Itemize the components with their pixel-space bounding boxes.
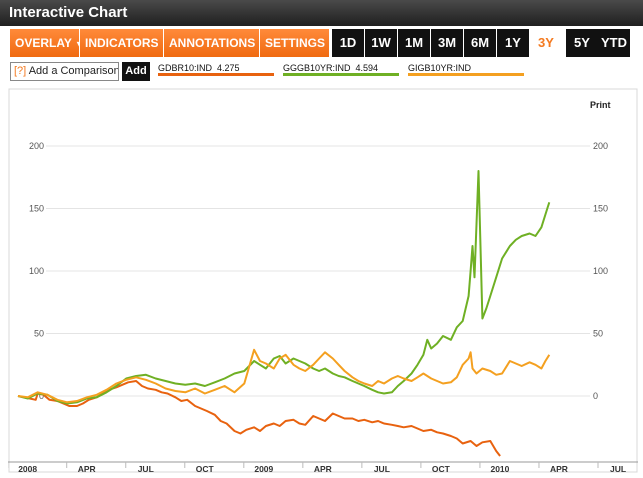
y-tick-label-right: 200: [593, 141, 608, 151]
overlay-menu-button[interactable]: OVERLAY▼: [10, 29, 84, 57]
legend-ticker: GGGB10YR:IND: [283, 63, 351, 73]
y-tick-label-right: 100: [593, 266, 608, 276]
add-comparison-label: Add a Comparison: [28, 65, 119, 77]
add-button[interactable]: Add: [122, 62, 150, 81]
range-button-ytd[interactable]: YTD: [598, 29, 630, 57]
series-line-gggb10yr: [17, 170, 551, 405]
legend-swatch-gggb10yr: [283, 73, 399, 76]
legend-ticker: GDBR10:IND: [158, 63, 213, 73]
help-icon[interactable]: [?]: [14, 65, 27, 77]
legend-swatch-gdbr10: [158, 73, 274, 76]
x-tick-label: JUL: [610, 464, 626, 473]
range-button-6m[interactable]: 6M: [464, 29, 496, 57]
x-tick-label: JUL: [138, 464, 154, 473]
range-button-5y[interactable]: 5Y: [566, 29, 598, 57]
settings-menu-button[interactable]: SETTINGS▼: [260, 29, 337, 57]
y-tick-label-left: 200: [29, 141, 44, 151]
series-line-gdbr10: [17, 380, 501, 457]
range-button-1y[interactable]: 1Y: [497, 29, 529, 57]
x-tick-label: APR: [78, 464, 96, 473]
window-title: Interactive Chart: [0, 0, 643, 26]
legend-entry-gigb10yr[interactable]: GIGB10YR:IND: [408, 63, 471, 73]
x-tick-label: APR: [550, 464, 568, 473]
range-button-1d[interactable]: 1D: [332, 29, 364, 57]
add-comparison-input[interactable]: [?] Add a Comparison: [10, 62, 119, 81]
overlay-menu-label: OVERLAY: [15, 36, 72, 50]
x-tick-label: OCT: [196, 464, 215, 473]
legend-value: 4.275: [217, 63, 240, 73]
series-line-gigb10yr: [17, 348, 551, 404]
comparison-row: [?] Add a Comparison Add GDBR10:IND 4.275…: [0, 60, 643, 84]
indicators-menu-button[interactable]: INDICATORS▼: [80, 29, 170, 57]
legend-ticker: GIGB10YR:IND: [408, 63, 472, 73]
legend-swatch-gigb10yr: [408, 73, 524, 76]
legend-entry-gdbr10[interactable]: GDBR10:IND 4.275: [158, 63, 240, 73]
legend-value: 4.594: [355, 63, 379, 73]
annotations-menu-label: ANNOTATIONS: [169, 36, 256, 50]
x-tick-label: APR: [314, 464, 332, 473]
chart-toolbar: OVERLAY▼ INDICATORS▼ ANNOTATIONS▼ SETTIN…: [0, 28, 643, 58]
range-button-3m[interactable]: 3M: [431, 29, 463, 57]
y-tick-label-left: 150: [29, 204, 44, 214]
legend-entry-gggb10yr[interactable]: GGGB10YR:IND 4.594: [283, 63, 378, 73]
y-tick-label-left: 0: [39, 391, 44, 401]
indicators-menu-label: INDICATORS: [85, 36, 159, 50]
y-tick-label-right: 150: [593, 204, 608, 214]
settings-menu-label: SETTINGS: [265, 36, 326, 50]
y-tick-label-right: 0: [593, 391, 598, 401]
y-tick-label-left: 50: [34, 329, 44, 339]
print-link[interactable]: Print: [590, 100, 611, 110]
x-tick-label: 2008: [18, 464, 37, 473]
annotations-menu-button[interactable]: ANNOTATIONS▼: [164, 29, 267, 57]
plot-border: [8, 88, 638, 473]
x-tick-label: OCT: [432, 464, 451, 473]
y-tick-label-right: 50: [593, 329, 603, 339]
chevron-down-icon: ▼: [75, 39, 84, 49]
chart-area: 0 0 50 50 100 100 150 150 200 200 2008 APR JUL OCT 200…: [7, 88, 638, 474]
x-tick-label: JUL: [374, 464, 390, 473]
range-button-3y[interactable]: 3Y: [530, 29, 562, 57]
y-tick-label-left: 100: [29, 266, 44, 276]
x-tick-label: 2010: [490, 464, 509, 473]
line-chart: 0 0 50 50 100 100 150 150 200 200 2008 APR JUL OCT 200…: [7, 88, 638, 474]
x-tick-label: 2009: [254, 464, 273, 473]
range-button-1w[interactable]: 1W: [365, 29, 397, 57]
range-button-1m[interactable]: 1M: [398, 29, 430, 57]
